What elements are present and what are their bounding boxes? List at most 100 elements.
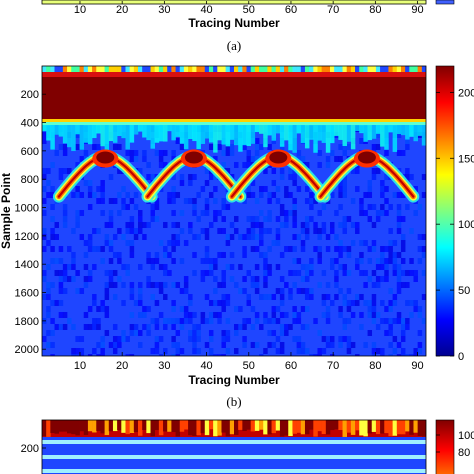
texture-cell	[188, 336, 193, 342]
texture-cell	[350, 342, 356, 348]
texture-cell	[58, 324, 64, 330]
texture-cell	[271, 192, 277, 198]
top-noise-cell	[188, 66, 193, 72]
texture-cell	[208, 354, 214, 356]
top-noise-cell	[213, 66, 218, 72]
texture-cell	[384, 330, 389, 336]
texture-cell	[42, 234, 47, 240]
texture-cell	[58, 144, 64, 150]
texture-cell	[330, 258, 335, 264]
texture-cell	[292, 210, 297, 216]
top-noise-cell	[413, 66, 418, 72]
texture-cell	[121, 330, 126, 336]
top-noise-cell	[296, 66, 302, 72]
texture-cell	[183, 198, 189, 204]
texture-cell	[338, 312, 343, 318]
panel-c-noise-cell	[304, 420, 310, 435]
texture-cell	[300, 348, 306, 354]
texture-cell	[58, 282, 64, 288]
texture-cell	[158, 288, 164, 294]
texture-cell	[338, 144, 343, 150]
texture-cell	[246, 318, 251, 324]
top-noise-cell	[208, 66, 214, 72]
texture-cell	[58, 312, 64, 318]
texture-cell	[208, 258, 214, 264]
texture-cell	[392, 318, 398, 324]
texture-cell	[163, 282, 168, 288]
texture-cell	[325, 318, 331, 324]
top-noise-cell	[87, 66, 93, 72]
texture-cell	[117, 276, 122, 282]
texture-cell	[317, 354, 322, 356]
texture-cell	[121, 186, 126, 192]
top-noise-cell	[304, 66, 310, 72]
texture-cell	[254, 282, 260, 288]
texture-cell	[367, 216, 373, 222]
texture-cell	[325, 336, 331, 342]
texture-cell	[388, 125, 393, 133]
texture-cell	[54, 300, 59, 306]
texture-cell	[346, 252, 352, 258]
texture-cell	[409, 174, 414, 180]
panel-a-x-tick-label-40: 40	[200, 4, 212, 16]
texture-cell	[409, 228, 414, 234]
texture-cell	[87, 234, 93, 240]
texture-cell	[400, 216, 406, 222]
texture-cell	[421, 174, 426, 180]
texture-cell	[330, 192, 335, 198]
texture-cell	[138, 228, 143, 234]
texture-cell	[304, 348, 310, 354]
texture-cell	[405, 354, 410, 356]
texture-cell	[108, 282, 114, 288]
texture-cell	[204, 258, 210, 264]
texture-cell	[413, 210, 418, 216]
texture-cell	[175, 138, 181, 144]
top-noise-cell	[267, 66, 272, 72]
texture-cell	[400, 336, 406, 342]
texture-cell	[259, 222, 264, 228]
texture-cell	[129, 354, 135, 356]
panel-a: 10 20 30 40 50 60 70 80 90 Tracing Number (a)	[41, 0, 455, 53]
texture-cell	[167, 240, 172, 246]
texture-cell	[50, 125, 55, 150]
top-noise-cell	[196, 66, 201, 72]
texture-cell	[167, 125, 172, 132]
texture-cell	[375, 282, 381, 288]
panel-c-heatmap	[42, 420, 426, 474]
texture-cell	[317, 125, 322, 141]
texture-cell	[171, 186, 176, 192]
texture-cell	[371, 240, 377, 246]
texture-cell	[142, 234, 147, 240]
texture-cell	[138, 342, 143, 348]
texture-cell	[175, 125, 181, 137]
panel-c-y-tick-label-200: 200	[21, 443, 39, 455]
texture-cell	[400, 318, 406, 324]
texture-cell	[304, 198, 310, 204]
texture-cell	[275, 186, 281, 192]
texture-cell	[96, 228, 101, 234]
texture-cell	[196, 216, 201, 222]
texture-cell	[50, 282, 55, 288]
texture-cell	[225, 240, 231, 246]
texture-cell	[163, 324, 168, 330]
texture-cell	[125, 204, 130, 210]
texture-cell	[225, 125, 231, 147]
texture-cell	[263, 282, 268, 288]
panel-c-noise-cell	[133, 420, 139, 433]
top-noise-cell	[163, 66, 168, 72]
texture-cell	[188, 312, 193, 318]
texture-cell	[104, 288, 110, 294]
texture-cell	[167, 252, 172, 258]
texture-cell	[192, 210, 197, 216]
panel-c-noise-cell	[62, 420, 68, 432]
texture-cell	[87, 125, 93, 145]
texture-cell	[100, 342, 105, 348]
panel-b-y-tick-label-1200: 1200	[15, 231, 39, 243]
texture-cell	[213, 288, 218, 294]
texture-cell	[250, 306, 256, 312]
hyperbola-apex-core-4	[357, 151, 376, 164]
panel-b-y-tick-label-200: 200	[21, 89, 39, 101]
texture-cell	[367, 192, 373, 198]
texture-cell	[400, 354, 406, 356]
panel-c-noise-cell	[87, 420, 93, 432]
